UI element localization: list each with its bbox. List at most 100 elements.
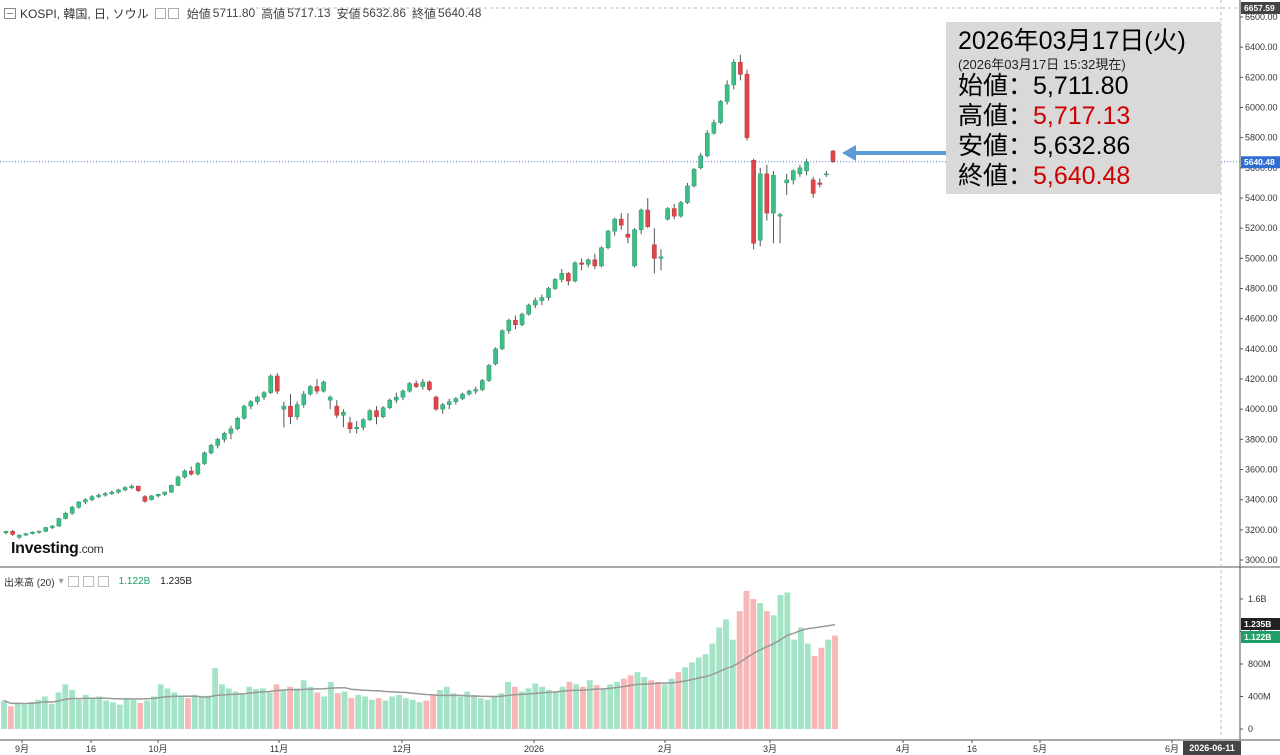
collapse-icon[interactable] <box>4 7 16 19</box>
volume-bar <box>219 684 225 729</box>
candle-body <box>294 404 300 417</box>
close-icon[interactable] <box>97 576 109 587</box>
info-close-row: 終値：5,640.48 <box>958 162 1131 190</box>
candle-body <box>268 375 273 393</box>
candle-body <box>255 396 260 402</box>
date-cursor-badge-bg <box>1183 741 1241 755</box>
volume-bar <box>55 692 62 729</box>
volume-bar <box>164 688 171 729</box>
volume-bar <box>491 696 498 729</box>
volume-bar <box>89 698 96 729</box>
volume-bar <box>14 703 21 729</box>
volume-bar <box>648 680 654 729</box>
volume-bar <box>246 686 253 729</box>
candle-body <box>493 348 498 365</box>
candle-body <box>136 485 141 491</box>
time-tick-label: 2026 <box>524 744 544 754</box>
volume-bar <box>41 696 48 729</box>
candle-body <box>162 491 168 495</box>
candle-body <box>605 230 611 249</box>
info-open-row: 始値：5,711.80 <box>958 72 1129 100</box>
close-label: 終値 <box>412 6 437 21</box>
candle-body <box>380 407 386 417</box>
candle-body <box>830 150 836 162</box>
volume-bar <box>689 662 695 729</box>
close-value: 5640.48 <box>438 6 482 20</box>
time-tick-label: 11月 <box>270 744 288 754</box>
volume-tick-label: 800M <box>1248 659 1271 669</box>
volume-bar <box>641 677 648 729</box>
candle-body <box>453 398 459 402</box>
volume-bar <box>273 684 280 729</box>
candle-body <box>499 330 505 350</box>
investing-logo: Investing.com <box>11 540 104 557</box>
visibility-icon[interactable] <box>82 576 94 587</box>
price-tick-label: 4800.00 <box>1245 284 1278 294</box>
candle-body <box>585 259 591 265</box>
candle-body <box>539 297 545 301</box>
symbol-label: KOSPI, 韓国, 日, ソウル <box>20 6 149 21</box>
candle-body <box>532 300 538 306</box>
settings-icon[interactable] <box>67 576 79 587</box>
volume-bar <box>573 684 580 729</box>
volume-bar <box>232 691 239 729</box>
volume-bar <box>212 668 219 729</box>
candle-body <box>10 531 15 535</box>
candle-body <box>446 401 452 405</box>
volume-bar <box>116 704 123 729</box>
volume-ma-line <box>3 623 836 705</box>
volume-bar <box>402 698 409 729</box>
volume-bar <box>729 639 736 729</box>
volume-bar <box>443 686 450 729</box>
candle-body <box>784 179 789 184</box>
volume-bar <box>743 590 750 729</box>
candle-body <box>572 262 578 282</box>
volume-bar <box>532 683 539 729</box>
candle-body <box>241 405 247 419</box>
settings-icon[interactable] <box>154 7 166 19</box>
last-price-badge-bg <box>1241 156 1280 169</box>
candle-body <box>314 386 320 392</box>
candle-body <box>473 389 479 392</box>
volume-bar <box>7 706 14 729</box>
volume-bar <box>832 635 838 729</box>
price-tick-label: 3400.00 <box>1245 495 1278 505</box>
candle-body <box>3 531 9 534</box>
annotation-arrow-head <box>842 145 856 161</box>
volume-bar <box>777 594 784 729</box>
candle-body <box>618 218 624 226</box>
volume-bar <box>96 696 103 729</box>
volume-bar <box>157 684 164 729</box>
volume-bar <box>559 686 566 729</box>
volume-bar <box>525 688 532 729</box>
dropdown-icon[interactable]: ▾ <box>58 576 64 587</box>
volume-bar <box>144 700 150 729</box>
volume-bar <box>723 619 729 729</box>
candle-body <box>804 161 809 172</box>
price-tick-label: 6000.00 <box>1245 103 1278 113</box>
visibility-icon[interactable] <box>167 7 179 19</box>
candle-body <box>248 401 254 407</box>
volume-bar <box>362 696 368 729</box>
candle-body <box>43 527 48 532</box>
volume-bar <box>21 704 28 729</box>
candle-body <box>155 494 161 497</box>
candle-body <box>506 319 512 331</box>
volume-bar <box>552 692 559 729</box>
volume-bar <box>675 672 682 729</box>
info-high-row: 高値：5,717.13 <box>958 102 1131 130</box>
price-tick-label: 3200.00 <box>1245 525 1278 535</box>
candle-body <box>341 411 346 416</box>
candle-body <box>671 208 677 217</box>
candle-body <box>526 304 531 315</box>
volume-bar <box>178 696 184 729</box>
candle-body <box>109 491 115 494</box>
time-tick-label: 16 <box>967 744 977 754</box>
candle-body <box>222 433 227 440</box>
candle-body <box>711 122 717 134</box>
volume-bar <box>76 699 82 729</box>
volume-bar <box>682 667 689 729</box>
volume-ma-value: 1.122B <box>118 576 151 587</box>
candle-body <box>69 506 75 514</box>
